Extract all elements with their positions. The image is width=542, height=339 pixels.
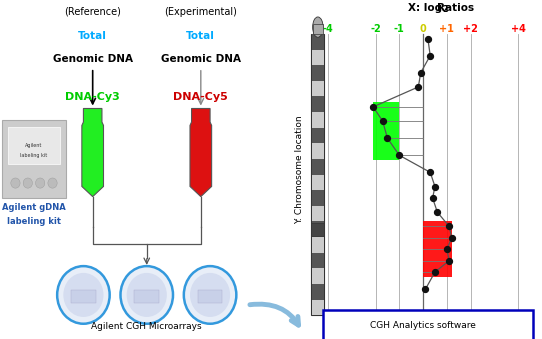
Bar <box>312 49 324 65</box>
Text: X: log: X: log <box>409 3 442 13</box>
Bar <box>312 253 324 268</box>
Bar <box>312 112 324 128</box>
Point <box>447 235 456 241</box>
Text: +1: +1 <box>440 24 454 34</box>
Text: Y: Chromosome location: Y: Chromosome location <box>295 115 304 224</box>
Bar <box>312 237 324 253</box>
Bar <box>311 223 325 237</box>
Bar <box>71 290 96 303</box>
Point <box>414 84 423 89</box>
Text: +2: +2 <box>463 24 478 34</box>
Text: CGH Analytics software: CGH Analytics software <box>370 321 476 330</box>
Text: -1: -1 <box>394 24 405 34</box>
Circle shape <box>57 266 109 324</box>
Text: Ratios: Ratios <box>437 3 474 13</box>
Bar <box>312 81 324 96</box>
Bar <box>312 206 324 221</box>
Point <box>431 269 440 275</box>
Bar <box>312 175 324 190</box>
Bar <box>312 268 324 284</box>
Circle shape <box>23 178 33 188</box>
Bar <box>198 290 222 303</box>
Circle shape <box>127 273 167 317</box>
Circle shape <box>48 178 57 188</box>
Bar <box>312 96 324 112</box>
Text: labeling kit: labeling kit <box>21 154 48 158</box>
Bar <box>423 221 451 277</box>
Text: 0: 0 <box>420 24 427 34</box>
Point <box>395 153 404 158</box>
Bar <box>312 284 324 300</box>
FancyBboxPatch shape <box>8 127 60 164</box>
Point <box>431 184 440 189</box>
Text: DNA-Cy3: DNA-Cy3 <box>65 92 120 102</box>
Point <box>383 136 392 141</box>
Bar <box>312 190 324 206</box>
Point <box>369 104 377 109</box>
Bar <box>312 34 324 49</box>
FancyBboxPatch shape <box>323 310 533 339</box>
FancyArrowPatch shape <box>250 304 299 325</box>
Point <box>426 170 435 175</box>
FancyBboxPatch shape <box>2 120 67 198</box>
Text: (Experimental): (Experimental) <box>164 7 237 17</box>
Point <box>445 224 454 229</box>
Point <box>426 53 435 58</box>
Point <box>433 210 442 215</box>
Text: Genomic DNA: Genomic DNA <box>53 54 133 64</box>
Bar <box>312 128 324 143</box>
Text: -2: -2 <box>370 24 381 34</box>
Bar <box>373 102 399 160</box>
Text: labeling kit: labeling kit <box>7 217 61 226</box>
Bar <box>312 65 324 81</box>
Text: -4: -4 <box>322 24 333 34</box>
Bar <box>312 159 324 175</box>
Ellipse shape <box>313 17 323 37</box>
Text: 2: 2 <box>443 5 448 14</box>
Text: Total: Total <box>78 31 107 40</box>
Point <box>445 258 454 263</box>
Text: DNA-Cy5: DNA-Cy5 <box>173 92 228 102</box>
Text: Agilent gDNA: Agilent gDNA <box>2 203 66 213</box>
Polygon shape <box>83 129 102 195</box>
Circle shape <box>36 178 45 188</box>
Circle shape <box>11 178 20 188</box>
Point <box>428 195 437 201</box>
Point <box>442 246 451 252</box>
Point <box>421 286 430 292</box>
Text: Agilent CGH Microarrays: Agilent CGH Microarrays <box>92 321 202 331</box>
Circle shape <box>190 273 230 317</box>
Text: Total: Total <box>186 31 215 40</box>
Polygon shape <box>191 129 211 195</box>
Point <box>416 70 425 75</box>
Polygon shape <box>82 108 104 197</box>
Circle shape <box>120 266 173 324</box>
Text: +4: +4 <box>511 24 526 34</box>
Bar <box>311 34 325 315</box>
Bar <box>312 300 324 315</box>
Bar <box>313 24 323 34</box>
Circle shape <box>63 273 104 317</box>
Text: Genomic DNA: Genomic DNA <box>161 54 241 64</box>
Bar <box>312 221 324 237</box>
Point <box>423 36 432 41</box>
Bar <box>134 290 159 303</box>
Polygon shape <box>190 108 211 197</box>
Point <box>378 118 387 124</box>
Bar <box>312 143 324 159</box>
Circle shape <box>184 266 236 324</box>
Text: (Reference): (Reference) <box>64 7 121 17</box>
Text: Agilent: Agilent <box>25 143 43 148</box>
